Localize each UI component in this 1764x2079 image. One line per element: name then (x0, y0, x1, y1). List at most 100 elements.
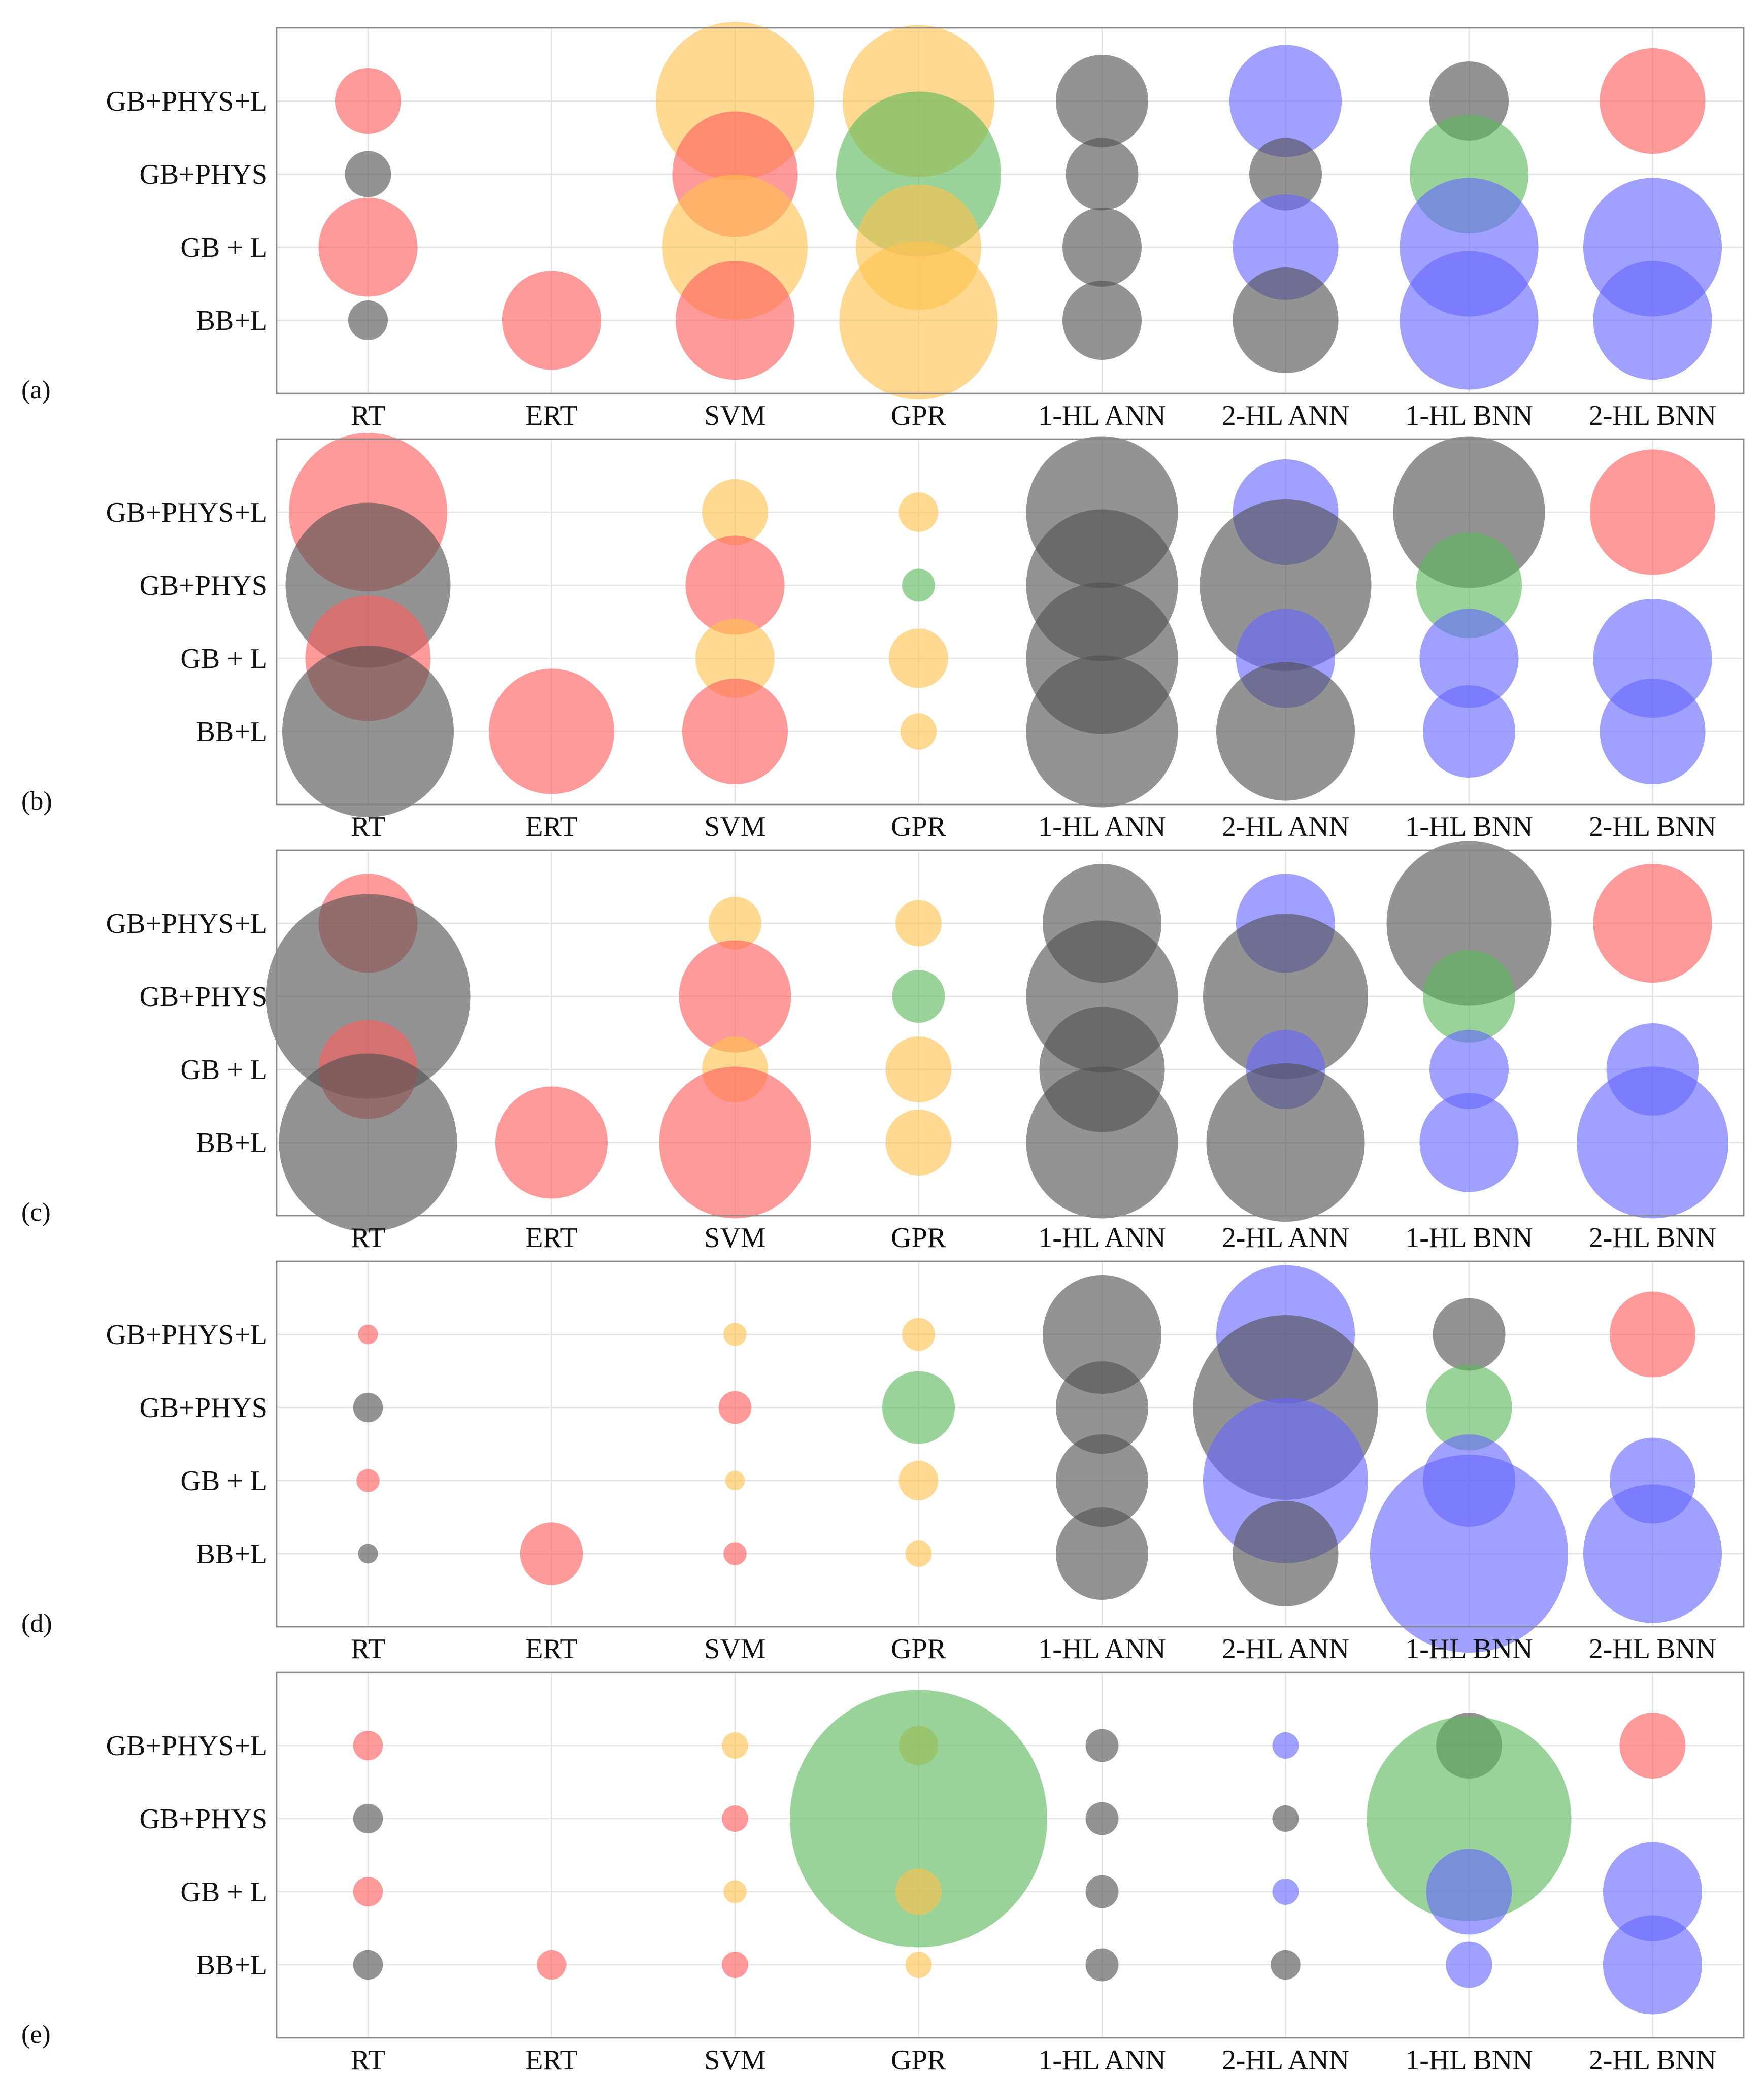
plot-frame-top (276, 1671, 1745, 2039)
y-tick-label: GB + L (180, 1876, 268, 1908)
plot-frame-top (276, 1260, 1745, 1628)
bubble-gpr-bb-l (905, 1540, 932, 1567)
bubble-2-hl-ann-bb-l (1206, 1063, 1365, 1222)
bubble-2-hl-bnn-gb-phys-l (1593, 864, 1712, 983)
y-tick-label: BB+L (196, 1127, 268, 1159)
y-tick-label: BB+L (196, 1950, 268, 1981)
panel-label: (b) (21, 787, 52, 816)
bubble-2-hl-bnn-bb-l (1577, 1066, 1728, 1219)
bubble-svm-gb-phys (722, 1805, 748, 1832)
bubble-1-hl-bnn-gb-l (1429, 1030, 1509, 1109)
x-tick-label: 1-HL BNN (1405, 1222, 1533, 1254)
bubble-1-hl-ann-bb-l (1056, 1507, 1148, 1600)
x-tick-label: GPR (891, 2044, 947, 2076)
y-tick-label: GB+PHYS (139, 981, 268, 1013)
panel-label: (c) (21, 1198, 51, 1227)
bubble-1-hl-bnn-gb-l (1419, 609, 1519, 708)
x-tick-label: GPR (891, 400, 947, 431)
panel-label: (a) (21, 376, 51, 405)
panel-4: BB+L GB + L GB+PHYS GB+PHYS+L RT ERT SVM GPR 1-H… (21, 1671, 1745, 2076)
bubble-2-hl-ann-gb-phys-l (1272, 1732, 1299, 1759)
plot-frame-top (276, 849, 1745, 1217)
bubble-1-hl-ann-gb-phys (1066, 138, 1139, 211)
plot-frame-top (276, 438, 1745, 806)
bubble-gpr-gb-l (895, 1868, 942, 1915)
x-tick-label: SVM (704, 2044, 765, 2076)
x-tick-label: 2-HL ANN (1222, 2044, 1349, 2076)
bubble-rt-gb-l (356, 1469, 380, 1492)
bubble-svm-gb-phys-l (722, 1732, 748, 1759)
x-tick-label: RT (351, 400, 385, 431)
bubble-gpr-gb-phys (790, 1690, 1047, 1948)
x-tick-label: 2-HL ANN (1222, 1222, 1349, 1254)
x-tick-label: SVM (704, 400, 765, 431)
bubble-ert-bb-l (495, 1086, 608, 1199)
bubble-rt-bb-l (348, 300, 388, 340)
bubble-gpr-gb-phys-l (895, 900, 942, 947)
bubble-gpr-gb-l (898, 1461, 939, 1500)
bubble-rt-gb-phys (345, 151, 391, 197)
y-tick-label: BB+L (196, 1538, 268, 1570)
bubble-2-hl-bnn-gb-phys-l (1590, 449, 1715, 575)
bubble-1-hl-bnn-gb-phys-l (1433, 1298, 1506, 1371)
x-tick-label: 1-HL ANN (1038, 811, 1166, 843)
x-tick-label: 1-HL BNN (1405, 400, 1533, 431)
bubble-2-hl-ann-gb-phys (1203, 914, 1368, 1079)
bubble-2-hl-ann-bb-l (1216, 662, 1355, 801)
bubble-gpr-bb-l (885, 1110, 952, 1176)
bubble-1-hl-bnn-gb-phys (1416, 532, 1522, 638)
bubble-1-hl-bnn-bb-l (1423, 685, 1515, 778)
y-tick-label: GB + L (180, 1054, 268, 1086)
bubble-1-hl-ann-bb-l (1085, 1948, 1119, 1982)
bubble-svm-gb-phys-l (709, 897, 761, 950)
x-tick-label: ERT (525, 400, 577, 431)
x-tick-label: 2-HL BNN (1589, 811, 1716, 843)
bubble-svm-gb-phys (685, 535, 785, 635)
bubble-rt-bb-l (279, 1053, 457, 1232)
y-tick-label: BB+L (196, 716, 268, 748)
y-tick-label: GB+PHYS (139, 1803, 268, 1835)
y-tick-label: GB+PHYS+L (106, 1319, 268, 1351)
bubble-rt-bb-l (358, 1544, 378, 1564)
x-tick-label: 2-HL ANN (1222, 400, 1349, 431)
bubble-gpr-bb-l (905, 1952, 932, 1978)
bubble-2-hl-ann-gb-phys (1272, 1805, 1299, 1832)
y-tick-label: GB+PHYS+L (106, 497, 268, 528)
x-tick-label: SVM (704, 811, 765, 843)
x-tick-label: RT (351, 1222, 385, 1254)
bubble-2-hl-bnn-bb-l (1583, 1484, 1722, 1623)
panel-2: BB+L GB + L GB+PHYS GB+PHYS+L RT ERT SVM GPR 1-H… (21, 841, 1745, 1254)
bubble-svm-bb-l (659, 1066, 811, 1219)
panel-label: (d) (21, 1609, 52, 1638)
bubble-1-hl-bnn-bb-l (1446, 1941, 1492, 1988)
x-tick-label: SVM (704, 1222, 765, 1254)
y-tick-label: GB+PHYS+L (106, 1730, 268, 1762)
bubble-1-hl-bnn-bb-l (1370, 1455, 1568, 1653)
plot-frame-top (276, 27, 1745, 394)
bubble-rt-gb-l (318, 197, 418, 297)
bubble-2-hl-ann-gb-l (1233, 194, 1339, 300)
bubble-2-hl-ann-gb-phys (1200, 499, 1372, 671)
bubble-1-hl-bnn-bb-l (1419, 1093, 1519, 1192)
bubble-gpr-bb-l (839, 241, 998, 399)
bubble-1-hl-ann-gb-phys (1085, 1802, 1119, 1835)
panel-1: BB+L GB + L GB+PHYS GB+PHYS+L RT ERT SVM GPR 1-H… (21, 433, 1745, 843)
x-tick-label: RT (351, 2044, 385, 2076)
bubble-2-hl-bnn-gb-phys-l (1610, 1291, 1695, 1378)
x-tick-label: ERT (525, 1222, 577, 1254)
x-tick-label: RT (351, 811, 385, 843)
x-tick-label: 1-HL BNN (1405, 2044, 1533, 2076)
bubble-gpr-gb-phys-l (898, 492, 939, 532)
bubble-rt-gb-phys (353, 1392, 383, 1423)
bubble-rt-gb-phys-l (353, 1730, 383, 1761)
panel-3: BB+L GB + L GB+PHYS GB+PHYS+L RT ERT SVM GPR 1-H… (21, 1260, 1745, 1665)
x-tick-label: 1-HL BNN (1405, 1633, 1533, 1665)
bubble-gpr-gb-phys (892, 970, 945, 1023)
x-tick-label: SVM (704, 1633, 765, 1665)
x-tick-label: 2-HL BNN (1589, 1633, 1716, 1665)
bubble-rt-gb-phys (353, 1803, 383, 1834)
bubble-1-hl-ann-gb-l (1085, 1875, 1119, 1908)
bubble-2-hl-ann-gb-phys-l (1229, 45, 1342, 157)
bubble-gpr-gb-phys-l (902, 1318, 935, 1351)
